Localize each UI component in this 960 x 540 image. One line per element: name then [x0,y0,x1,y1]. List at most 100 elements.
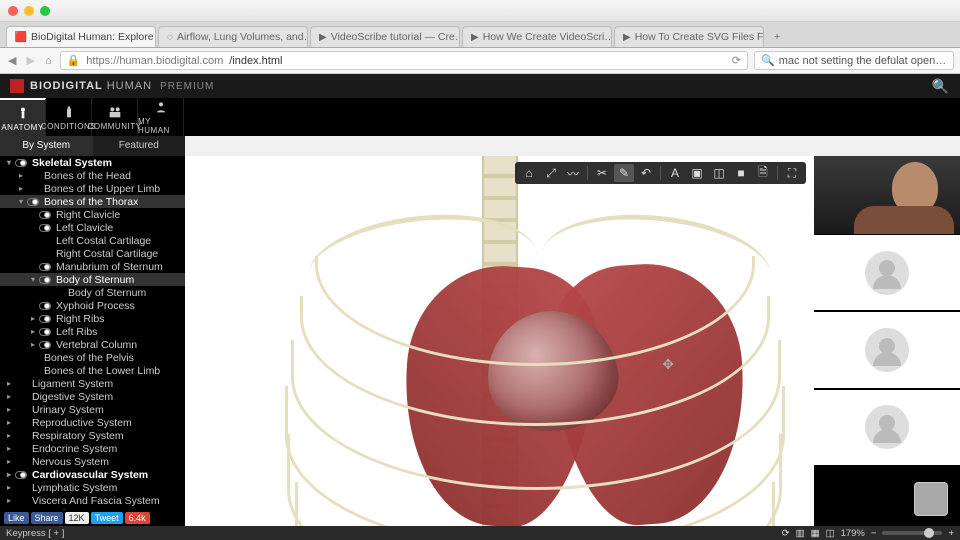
visibility-toggle[interactable] [14,470,28,480]
tool-fullscreen[interactable]: ⛶ [782,164,802,182]
tree-item[interactable]: ▸Respiratory System [0,429,185,442]
tree-item[interactable]: Right Clavicle [0,208,185,221]
tree-arrow-icon[interactable]: ▸ [4,470,14,479]
browser-search[interactable]: 🔍 mac not setting the defulat open app f… [754,51,954,70]
social-12k[interactable]: 12K [65,512,89,524]
browser-tab[interactable]: ▶How To Create SVG Files F…× [614,26,764,47]
visibility-toggle[interactable] [14,444,28,454]
3d-canvas[interactable]: ✥ ⌂⤢〰✂✎↶A▣◫■🗎⛶ [185,156,814,526]
tree-item[interactable]: ▸Left Ribs [0,325,185,338]
app-search-icon[interactable]: 🔍 [932,78,950,95]
window-close-dot[interactable] [8,6,18,16]
visibility-toggle[interactable] [38,236,52,246]
video-participant-slot[interactable] [814,311,960,388]
zoom-in-icon[interactable]: + [948,528,954,539]
tree-arrow-icon[interactable]: ▾ [4,158,14,167]
browser-tab[interactable]: ▶How We Create VideoScri…× [462,26,612,47]
tool-draw[interactable]: ✎ [614,164,634,182]
tree-arrow-icon[interactable]: ▸ [4,418,14,427]
tree-arrow-icon[interactable]: ▸ [28,340,38,349]
visibility-toggle[interactable] [26,171,40,181]
tree-arrow-icon[interactable]: ▸ [28,314,38,323]
video-participant-slot[interactable] [814,389,960,466]
visibility-toggle[interactable] [26,353,40,363]
visibility-toggle[interactable] [14,483,28,493]
tree-item[interactable]: Xyphoid Process [0,299,185,312]
tree-item[interactable]: ▸Vertebral Column [0,338,185,351]
visibility-toggle[interactable] [14,158,28,168]
tree-arrow-icon[interactable]: ▸ [16,184,26,193]
visibility-toggle[interactable] [26,184,40,194]
new-tab-button[interactable]: + [766,27,788,47]
social-share[interactable]: Share [31,512,63,524]
tree-arrow-icon[interactable]: ▸ [4,392,14,401]
tree-item[interactable]: ▸Right Ribs [0,312,185,325]
tree-item[interactable]: ▸Bones of the Upper Limb [0,182,185,195]
tree-arrow-icon[interactable]: ▾ [28,275,38,284]
layout-icon[interactable]: ▥ [796,528,805,539]
tool-measure[interactable]: 〰 [563,164,583,182]
tree-item[interactable]: ▸Ligament System [0,377,185,390]
tree-item[interactable]: ▸Nervous System [0,455,185,468]
zoom-out-icon[interactable]: − [871,528,877,539]
refresh-icon[interactable]: ⟳ [782,528,790,539]
tool-crosssection[interactable]: ◫ [709,164,729,182]
visibility-toggle[interactable] [38,301,52,311]
reload-icon[interactable]: ⟳ [732,54,741,67]
tool-home[interactable]: ⌂ [519,164,539,182]
panel-icon[interactable]: ◫ [826,528,835,539]
tree-item[interactable]: Bones of the Pelvis [0,351,185,364]
tool-isolate[interactable]: ■ [731,164,751,182]
visibility-toggle[interactable] [26,366,40,376]
tree-item[interactable]: Manubrium of Sternum [0,260,185,273]
address-bar[interactable]: 🔒 https://human.biodigital.com/index.htm… [60,51,748,70]
social-6.4k[interactable]: 6.4k [125,512,150,524]
tree-arrow-icon[interactable]: ▾ [16,197,26,206]
visibility-toggle[interactable] [14,431,28,441]
tool-undo[interactable]: ↶ [636,164,656,182]
nav-conditions[interactable]: CONDITIONS [46,98,92,136]
tree-item[interactable]: Bones of the Lower Limb [0,364,185,377]
visibility-toggle[interactable] [14,496,28,506]
tree-item[interactable]: ▸Endocrine System [0,442,185,455]
forward-button[interactable]: ▶ [24,54,36,67]
tool-notes[interactable]: 🗎 [753,164,773,182]
visibility-toggle[interactable] [38,340,52,350]
orientation-widget[interactable] [914,482,948,516]
tree-item[interactable]: ▸Bones of the Head [0,169,185,182]
visibility-toggle[interactable] [38,275,52,285]
tool-annotate[interactable]: A [665,164,685,182]
video-participant-main[interactable] [814,156,960,234]
visibility-toggle[interactable] [38,327,52,337]
tree-item[interactable]: ▸Urinary System [0,403,185,416]
visibility-toggle[interactable] [50,288,64,298]
visibility-toggle[interactable] [38,249,52,259]
tree-arrow-icon[interactable]: ▸ [16,171,26,180]
tree-arrow-icon[interactable]: ▸ [4,405,14,414]
tree-item[interactable]: Left Costal Cartilage [0,234,185,247]
visibility-toggle[interactable] [38,262,52,272]
window-max-dot[interactable] [40,6,50,16]
visibility-toggle[interactable] [26,197,40,207]
back-button[interactable]: ◀ [6,54,18,67]
tree-item[interactable]: ▾Body of Sternum [0,273,185,286]
subtab-featured[interactable]: Featured [93,136,186,156]
social-like[interactable]: Like [4,512,29,524]
tree-arrow-icon[interactable]: ▸ [28,327,38,336]
visibility-toggle[interactable] [14,392,28,402]
nav-my-human[interactable]: MY HUMAN [138,98,184,136]
visibility-toggle[interactable] [14,405,28,415]
tree-arrow-icon[interactable]: ▸ [4,457,14,466]
tree-arrow-icon[interactable]: ▸ [4,444,14,453]
tree-item[interactable]: ▾Skeletal System [0,156,185,169]
tool-dissect[interactable]: ✂ [592,164,612,182]
window-min-dot[interactable] [24,6,34,16]
nav-anatomy[interactable]: ANATOMY [0,98,46,136]
visibility-toggle[interactable] [38,210,52,220]
visibility-toggle[interactable] [14,379,28,389]
tree-arrow-icon[interactable]: ▸ [4,483,14,492]
tree-item[interactable]: ▾Bones of the Thorax [0,195,185,208]
home-button[interactable]: ⌂ [43,55,54,67]
tool-expand[interactable]: ⤢ [541,164,561,182]
video-participant-slot[interactable] [814,234,960,311]
